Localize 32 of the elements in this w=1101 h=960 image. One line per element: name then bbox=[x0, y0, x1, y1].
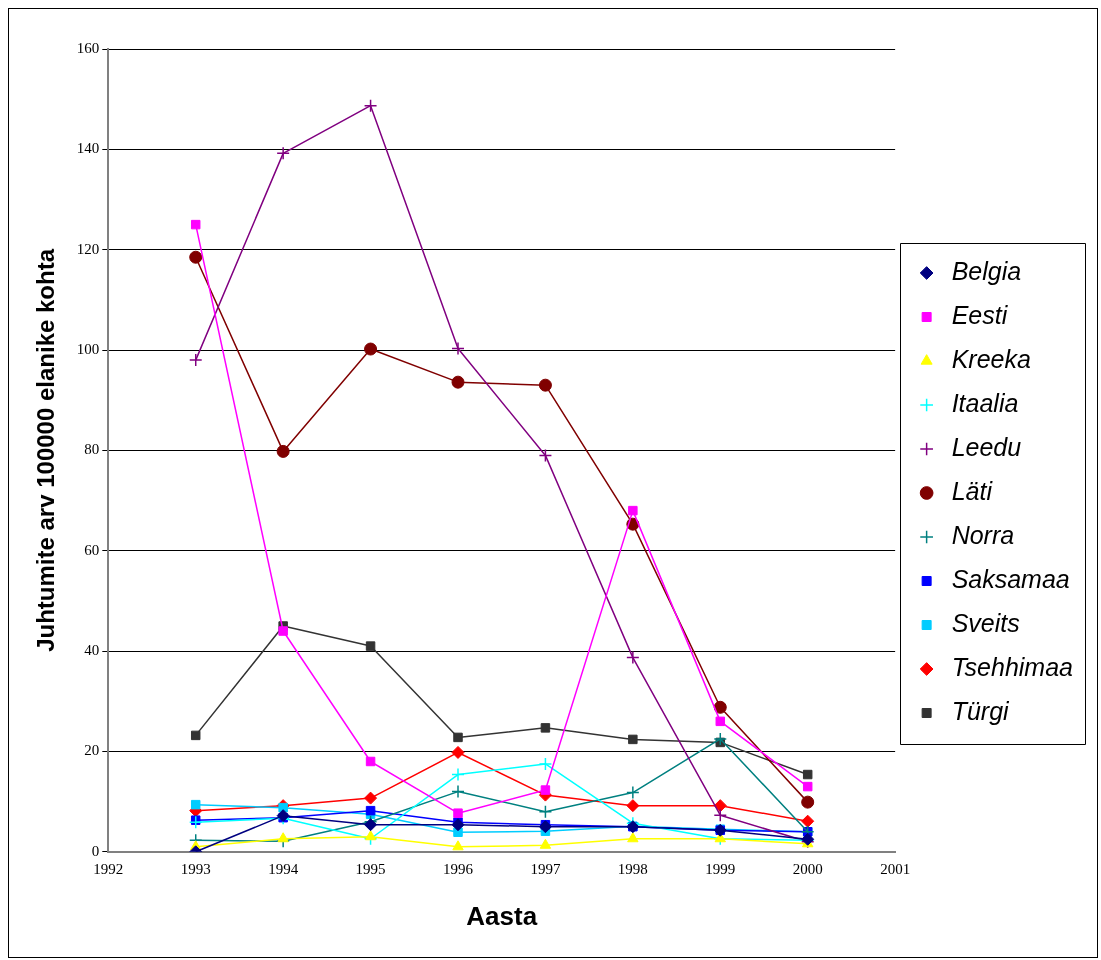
x-axis-title: Aasta bbox=[466, 900, 538, 931]
x-tick-label: 1999 bbox=[705, 860, 736, 877]
y-tick-label: 100 bbox=[76, 340, 100, 357]
legend-label: Saksamaa bbox=[951, 564, 1070, 593]
x-tick-label: 1998 bbox=[617, 860, 648, 877]
x-tick-label: 1995 bbox=[355, 860, 386, 877]
legend-label: Türgi bbox=[951, 696, 1011, 725]
x-tick-label: 1997 bbox=[530, 860, 561, 877]
x-tick-label: 2001 bbox=[880, 860, 911, 877]
legend-label: Eesti bbox=[951, 300, 1009, 329]
legend-label: Itaalia bbox=[951, 388, 1019, 417]
legend-label: Kreeka bbox=[951, 344, 1031, 373]
y-tick-label: 20 bbox=[84, 742, 100, 759]
y-tick-label: 0 bbox=[91, 842, 100, 859]
y-axis-title: Juhtumite arv 100000 elanike kohta bbox=[32, 248, 60, 652]
x-tick-label: 1994 bbox=[268, 860, 299, 877]
x-tick-label: 1996 bbox=[443, 860, 474, 877]
x-tick-label: 1992 bbox=[93, 860, 124, 877]
x-tick-label: 2000 bbox=[792, 860, 823, 877]
y-tick-label: 80 bbox=[84, 441, 100, 458]
y-tick-label: 60 bbox=[84, 541, 100, 558]
y-tick-label: 40 bbox=[84, 642, 100, 659]
legend-label: Belgia bbox=[951, 256, 1022, 285]
legend-label: Norra bbox=[951, 520, 1015, 549]
legend-label: Tsehhimaa bbox=[951, 652, 1074, 681]
y-tick-label: 120 bbox=[76, 240, 100, 257]
legend-label: Läti bbox=[951, 476, 994, 505]
y-tick-label: 140 bbox=[76, 140, 100, 157]
legend-label: Sveits bbox=[951, 608, 1020, 637]
legend-label: Leedu bbox=[951, 432, 1022, 461]
y-tick-label: 160 bbox=[76, 39, 100, 56]
x-tick-label: 1993 bbox=[180, 860, 211, 877]
